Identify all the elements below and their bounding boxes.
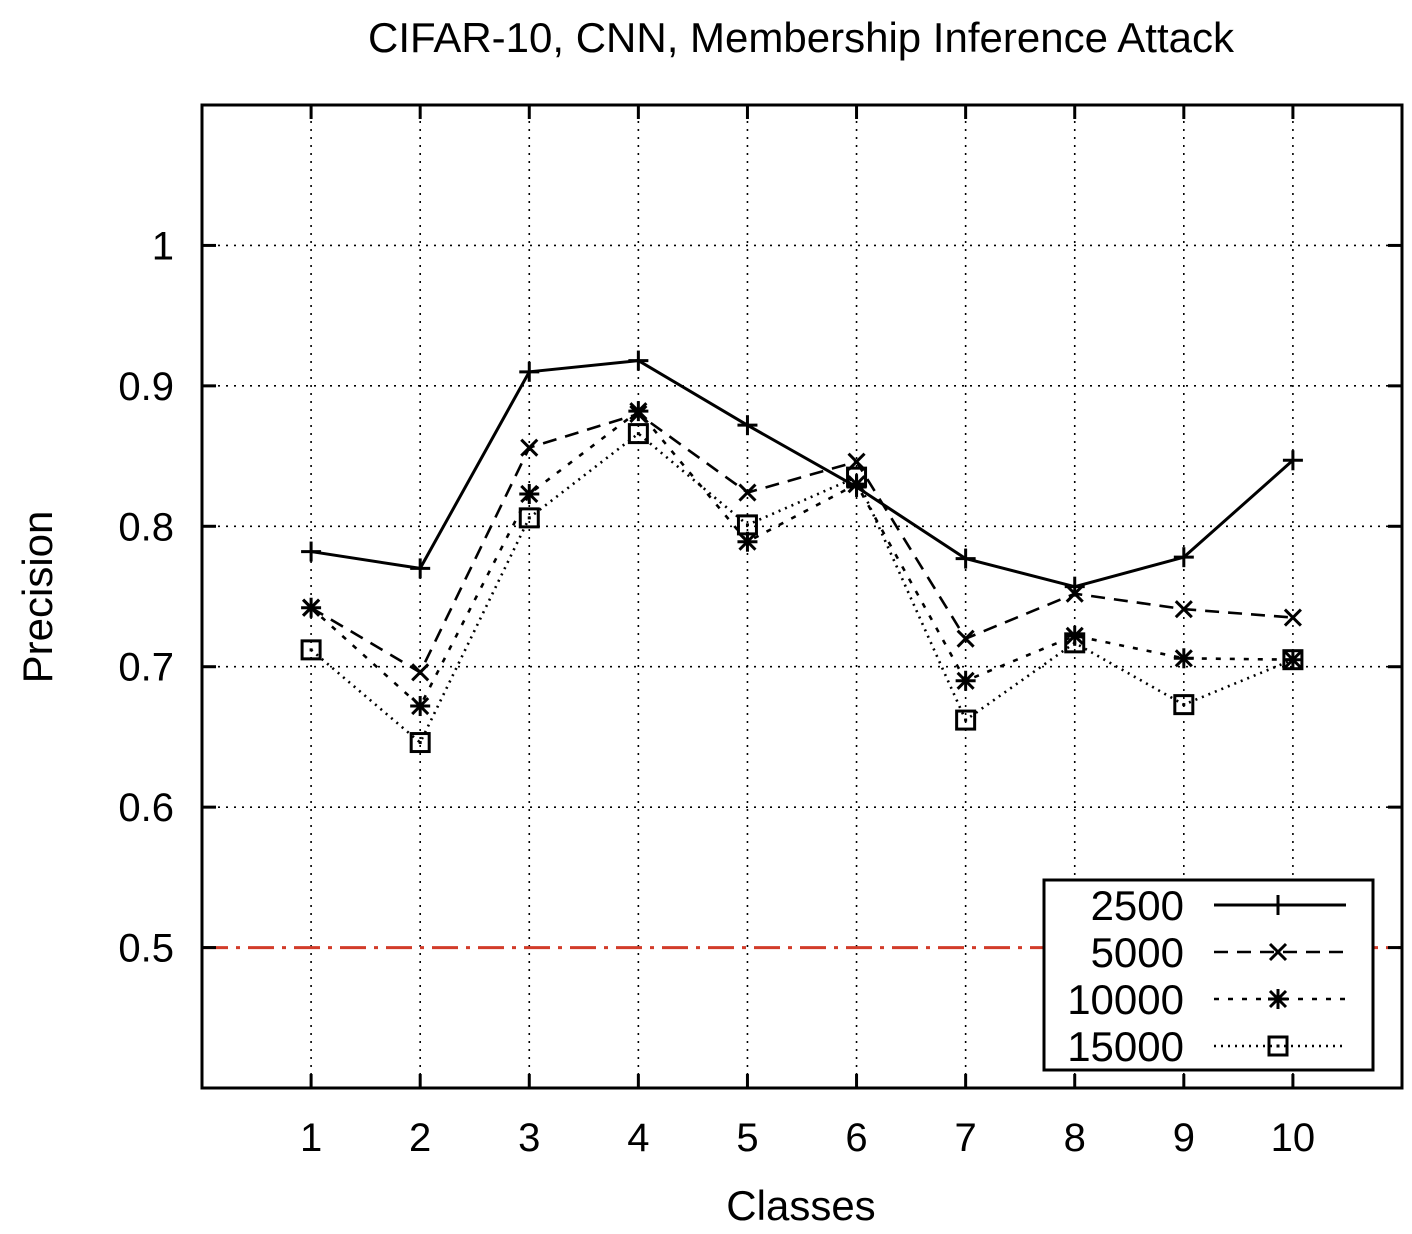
data-point	[628, 401, 649, 422]
data-point	[1267, 1035, 1289, 1057]
legend-entry: 5000	[1091, 929, 1346, 976]
y-axis-label: Precision	[14, 511, 61, 684]
data-point	[1174, 600, 1193, 619]
data-point	[627, 423, 649, 445]
legend-entry: 2500	[1091, 882, 1346, 929]
tick-layer: 1 2 3 4 5 6 7 8 9 10 0.5 0.6 0.7 0.8 0.9 1	[118, 105, 1402, 1160]
series-line	[310, 409, 1293, 708]
data-point	[301, 541, 322, 562]
series-2500	[301, 350, 1303, 597]
data-point	[1064, 625, 1085, 646]
square-marker-dot	[636, 432, 640, 436]
series-layer	[300, 350, 1304, 754]
series-line	[310, 359, 1294, 589]
y-tick-label: 0.7	[118, 646, 174, 690]
x-tick-label: 6	[845, 1116, 867, 1160]
legend-box	[1042, 878, 1375, 1072]
data-point	[1173, 648, 1194, 669]
x-tick-label: 2	[409, 1116, 431, 1160]
data-point	[518, 507, 540, 529]
x-tick-label: 4	[627, 1116, 649, 1160]
legend-entry: 10000	[1067, 976, 1346, 1023]
series-15000	[300, 423, 1304, 754]
square-marker-dot	[1073, 641, 1077, 645]
legend-label: 10000	[1067, 976, 1184, 1023]
data-point	[955, 548, 976, 569]
square-marker-dot	[964, 718, 968, 722]
data-point	[519, 361, 540, 382]
x-tick-label: 5	[736, 1116, 758, 1160]
data-point	[1065, 584, 1084, 603]
data-point	[955, 709, 977, 731]
data-point	[1268, 942, 1288, 962]
square-marker-dot	[309, 648, 313, 652]
data-point	[519, 483, 540, 504]
series-5000	[302, 404, 1302, 682]
square-marker-dot	[527, 516, 531, 520]
data-point	[1268, 989, 1288, 1009]
square-marker-dot	[1291, 658, 1295, 662]
data-point	[1173, 547, 1194, 568]
x-tick-label: 3	[518, 1116, 540, 1160]
square-marker-dot	[418, 741, 422, 745]
data-point	[955, 670, 976, 691]
legend-label: 5000	[1091, 929, 1184, 976]
x-tick-label: 1	[300, 1116, 322, 1160]
x-tick-label: 10	[1271, 1116, 1316, 1160]
data-point	[409, 732, 431, 754]
data-point	[737, 415, 758, 436]
series-10000	[301, 401, 1303, 717]
data-point	[956, 629, 975, 648]
square-marker-dot	[1276, 1044, 1280, 1048]
data-point	[520, 438, 539, 457]
data-point	[1173, 694, 1195, 716]
data-point	[301, 597, 322, 618]
data-point	[736, 514, 758, 536]
data-point	[410, 558, 431, 579]
data-point	[1268, 895, 1288, 915]
data-point	[411, 663, 430, 682]
data-point	[410, 696, 431, 717]
x-tick-label: 8	[1064, 1116, 1086, 1160]
legend-entry: 15000	[1067, 1023, 1346, 1070]
square-marker-dot	[855, 475, 859, 479]
y-tick-label: 1	[152, 224, 174, 268]
data-point	[300, 639, 322, 661]
y-tick-label: 0.5	[118, 927, 174, 971]
x-tick-label: 7	[955, 1116, 977, 1160]
legend-label: 2500	[1091, 882, 1184, 929]
series-line	[310, 432, 1294, 744]
square-marker-dot	[745, 523, 749, 527]
chart-title: CIFAR-10, CNN, Membership Inference Atta…	[368, 14, 1235, 61]
data-point	[628, 350, 649, 371]
y-tick-label: 0.8	[118, 505, 174, 549]
y-tick-label: 0.6	[118, 786, 174, 830]
x-axis-label: Classes	[726, 1182, 875, 1229]
data-point	[1064, 632, 1086, 654]
x-tick-label: 9	[1173, 1116, 1195, 1160]
data-point	[1283, 608, 1302, 627]
y-tick-label: 0.9	[118, 365, 174, 409]
data-point	[738, 483, 757, 502]
data-point	[1282, 450, 1303, 471]
grid-layer	[202, 105, 1402, 1088]
data-point	[1282, 649, 1304, 671]
square-marker-dot	[1182, 703, 1186, 707]
plot-frame	[200, 103, 1404, 1090]
data-point	[846, 466, 868, 488]
legend-label: 15000	[1067, 1023, 1184, 1070]
